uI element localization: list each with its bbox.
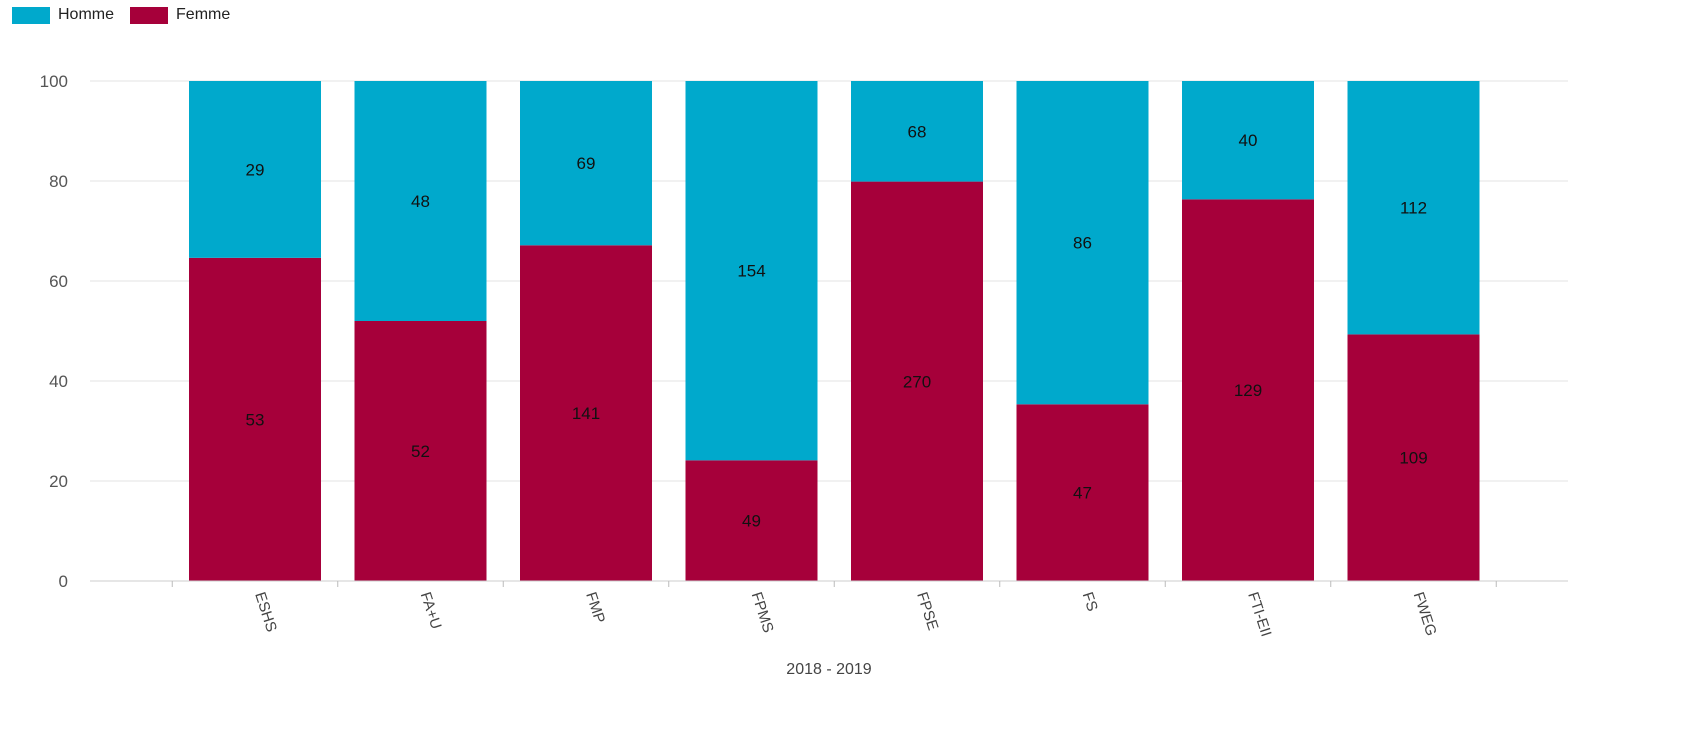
y-tick-label-100: 100 [40,72,68,91]
bar-femme-FS[interactable] [1016,404,1149,581]
y-axis: 0 20 40 60 80 100 [40,72,68,591]
data-label-homme-FMP: 69 [577,154,596,173]
legend-swatch-homme [12,6,50,24]
legend: Homme Femme [12,5,246,25]
bar-femme-FWEG[interactable] [1347,334,1480,581]
bar-homme-FA+U[interactable] [354,81,487,321]
x-tick-label-FTI-EII: FTI-EII [1244,590,1274,639]
data-labels: 53 29 52 48 141 69 49 154 270 68 47 86 129 40 109 112 [246,122,1428,530]
x-tick-label-FPSE: FPSE [913,590,941,633]
x-tick-label-FMP: FMP [582,590,608,625]
data-label-homme-FWEG: 112 [1400,199,1427,218]
y-tick-label-20: 20 [49,472,68,491]
data-label-femme-FTI-EII: 129 [1234,381,1262,400]
bars [189,81,1480,582]
data-label-homme-FPMS: 154 [737,262,765,281]
bar-femme-FPMS[interactable] [685,460,818,581]
data-label-homme-FA+U: 48 [411,192,430,211]
x-axis: ESHS FA+U FMP FPMS FPSE FS FTI-EII FWEG [90,580,1568,639]
x-tick-label-FWEG: FWEG [1410,590,1440,638]
y-tick-label-40: 40 [49,372,68,391]
data-label-homme-FS: 86 [1073,234,1092,253]
bar-homme-ESHS[interactable] [189,81,321,258]
bar-femme-FMP[interactable] [520,245,652,582]
bar-femme-FPSE[interactable] [851,181,983,581]
data-label-femme-FWEG: 109 [1399,449,1427,468]
x-tick-label-FPMS: FPMS [748,590,777,635]
y-tick-label-60: 60 [49,272,68,291]
bar-homme-FPSE[interactable] [851,81,983,182]
bar-femme-FA+U[interactable] [354,321,487,581]
x-tick-label-FS: FS [1079,590,1101,613]
data-label-femme-FPMS: 49 [742,512,761,531]
bar-femme-ESHS[interactable] [189,257,321,581]
y-tick-label-0: 0 [59,572,68,591]
bar-femme-FTI-EII[interactable] [1182,199,1314,581]
legend-item-homme[interactable]: Homme [12,6,114,24]
legend-swatch-femme [130,6,169,24]
bar-homme-FMP[interactable] [520,81,652,246]
bar-homme-FPMS[interactable] [685,81,818,461]
bar-homme-FS[interactable] [1016,81,1149,405]
data-label-femme-ESHS: 53 [246,410,265,429]
data-label-homme-ESHS: 29 [246,160,265,179]
x-tick-label-FA+U: FA+U [417,590,445,631]
bar-homme-FWEG[interactable] [1347,81,1480,335]
legend-item-femme[interactable]: Femme [130,6,230,24]
data-label-femme-FPSE: 270 [903,372,931,391]
x-axis-title: 2018 - 2019 [786,661,872,678]
bar-homme-FTI-EII[interactable] [1182,81,1314,200]
data-label-femme-FMP: 141 [572,404,600,423]
data-label-femme-FS: 47 [1073,484,1092,503]
data-label-homme-FTI-EII: 40 [1239,131,1258,150]
y-tick-label-80: 80 [49,172,68,191]
gridlines [90,80,1568,582]
legend-label-femme: Femme [176,6,231,23]
legend-label-homme: Homme [58,6,115,23]
x-tick-label-ESHS: ESHS [251,590,280,634]
data-label-homme-FPSE: 68 [908,122,927,141]
data-label-femme-FA+U: 52 [411,442,430,461]
